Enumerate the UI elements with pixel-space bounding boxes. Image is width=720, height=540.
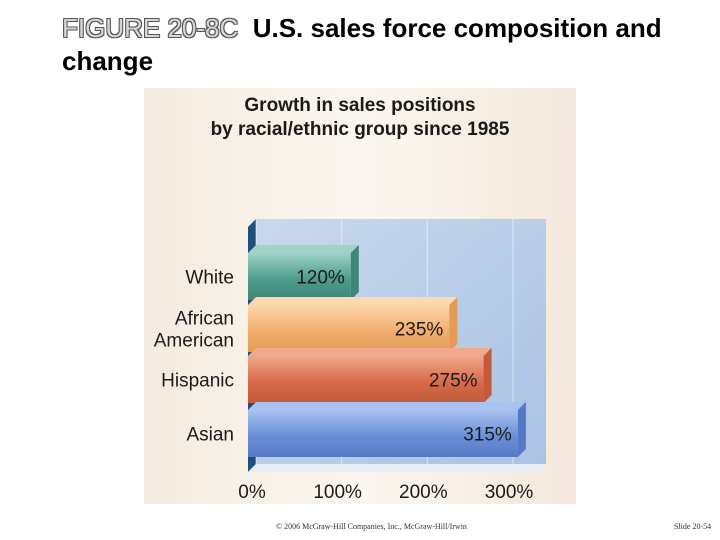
category-label: American [154, 331, 234, 352]
value-label: 120% [296, 268, 345, 289]
x-tick-label: 200% [399, 482, 448, 503]
bar-end [449, 297, 458, 352]
chart-title-line: Growth in sales positions [244, 95, 475, 116]
x-tick-label: 0% [238, 482, 266, 503]
bar-top [248, 297, 458, 305]
category-label: African [175, 309, 234, 330]
bar-end [350, 245, 359, 300]
footer-slide-number: Slide 20-54 [674, 522, 712, 531]
plot-floor [248, 464, 546, 472]
bar-end [483, 348, 492, 403]
bar-top [248, 402, 526, 410]
chart-title: Growth in sales positions by racial/ethni… [211, 95, 510, 140]
bar-end [517, 402, 526, 457]
category-label: White [185, 268, 234, 289]
bar [248, 305, 450, 352]
x-tick-label: 100% [313, 482, 362, 503]
x-tick-label: 300% [485, 482, 534, 503]
category-label: Asian [186, 425, 234, 446]
chart: Growth in sales positions by racial/ethni… [154, 95, 546, 504]
chart-title-line: by racial/ethnic group since 1985 [211, 119, 510, 140]
bar-top [248, 348, 492, 356]
chart-panel: Growth in sales positions by racial/ethni… [144, 88, 576, 504]
bar-top [248, 245, 359, 253]
value-label: 235% [395, 320, 444, 341]
slide-title: FIGURE 20-8C U.S. sales force compositio… [62, 12, 702, 78]
footer-copyright: © 2006 McGraw-Hill Companies, Inc., McGr… [276, 522, 467, 531]
figure-title: U.S. sales force composition and change [62, 13, 662, 76]
bar [248, 356, 484, 403]
bar [248, 410, 518, 457]
category-label: Hispanic [161, 371, 234, 392]
figure-label: FIGURE 20-8C [62, 13, 239, 43]
value-label: 315% [463, 425, 512, 446]
bars [248, 245, 526, 457]
value-label: 275% [429, 371, 478, 392]
bar [248, 253, 351, 300]
